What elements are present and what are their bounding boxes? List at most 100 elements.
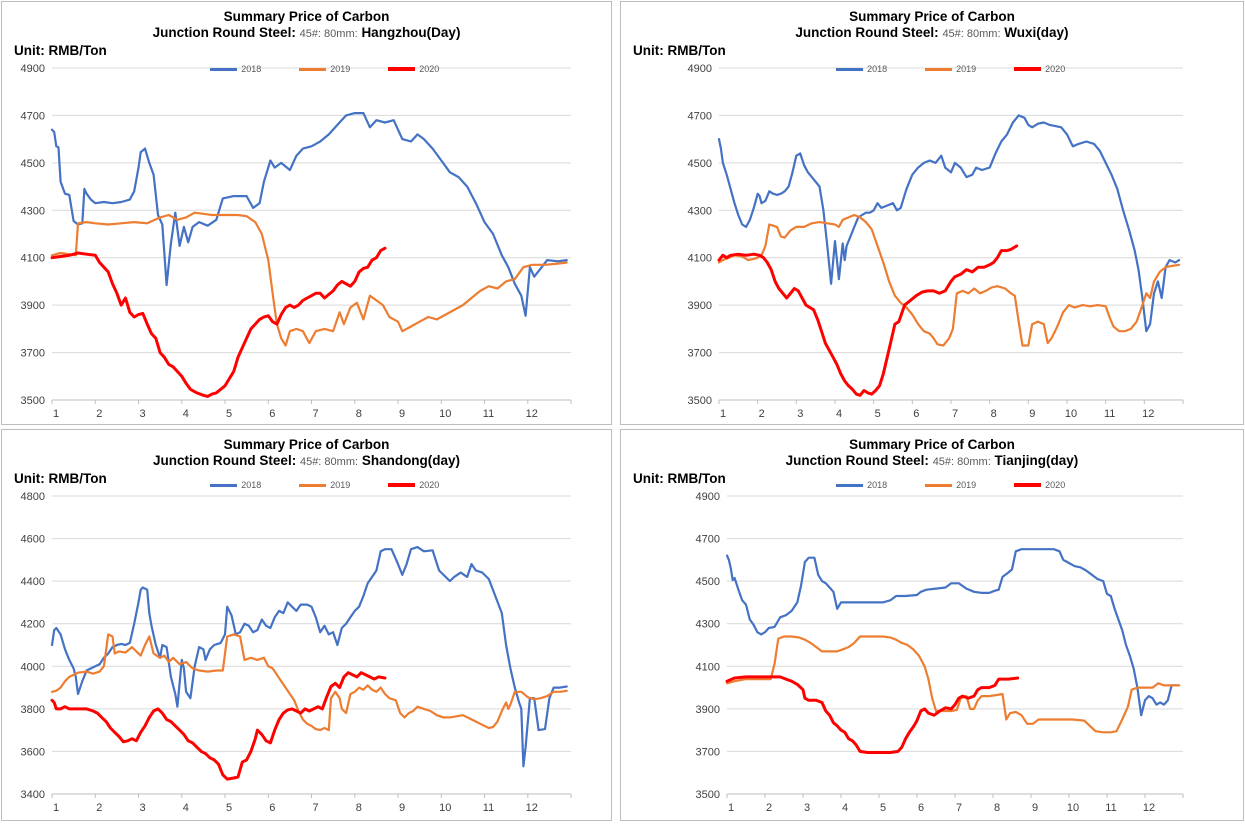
svg-text:6: 6 xyxy=(913,408,919,420)
svg-text:7: 7 xyxy=(312,802,318,814)
svg-text:4100: 4100 xyxy=(696,661,720,673)
legend-label-2020: 2020 xyxy=(419,64,440,74)
legend-item-2018: 2018 xyxy=(210,480,261,490)
legend: 2018 2019 2020 xyxy=(112,480,538,490)
legend-label-2019: 2019 xyxy=(330,64,351,74)
svg-text:4900: 4900 xyxy=(688,63,712,75)
svg-text:11: 11 xyxy=(1105,802,1116,814)
title-city: Tianjing(day) xyxy=(994,453,1079,468)
title-series-name: Junction Round Steel: xyxy=(785,453,929,468)
legend-item-2019: 2019 xyxy=(299,480,350,490)
legend-item-2018: 2018 xyxy=(836,480,887,490)
svg-text:4300: 4300 xyxy=(688,205,712,217)
legend-item-2020: 2020 xyxy=(388,64,439,74)
chart-title-line2: Junction Round Steel: 45#: 80mm: Tianjin… xyxy=(621,453,1243,470)
svg-text:4300: 4300 xyxy=(696,619,720,631)
svg-text:6: 6 xyxy=(918,802,924,814)
legend-swatch-2018 xyxy=(210,483,238,487)
svg-text:4700: 4700 xyxy=(696,534,720,546)
svg-text:5: 5 xyxy=(875,408,881,420)
legend-label-2018: 2018 xyxy=(241,480,262,490)
svg-text:2: 2 xyxy=(96,802,102,814)
svg-text:3500: 3500 xyxy=(696,789,720,801)
legend-swatch-2020 xyxy=(1014,67,1042,71)
svg-text:3800: 3800 xyxy=(21,704,45,716)
legend-swatch-2020 xyxy=(1014,483,1042,487)
svg-text:7: 7 xyxy=(956,802,962,814)
svg-text:6: 6 xyxy=(269,408,275,420)
svg-text:1: 1 xyxy=(53,802,59,814)
svg-text:1: 1 xyxy=(53,408,59,420)
chart-title-line1: Summary Price of Carbon xyxy=(849,9,1015,24)
svg-text:10: 10 xyxy=(439,408,451,420)
chart-title-line2: Junction Round Steel: 45#: 80mm: Wuxi(da… xyxy=(621,25,1243,42)
svg-text:6: 6 xyxy=(269,802,275,814)
title-city: Wuxi(day) xyxy=(1004,25,1069,40)
svg-text:4900: 4900 xyxy=(696,491,720,503)
svg-text:4500: 4500 xyxy=(696,576,720,588)
svg-text:4700: 4700 xyxy=(21,110,45,122)
svg-text:10: 10 xyxy=(1067,802,1079,814)
svg-text:4600: 4600 xyxy=(21,534,45,546)
svg-text:3500: 3500 xyxy=(688,395,712,407)
svg-text:12: 12 xyxy=(526,802,538,814)
title-series-name: Junction Round Steel: xyxy=(152,25,296,40)
legend-label-2018: 2018 xyxy=(867,480,888,490)
legend-swatch-2018 xyxy=(836,67,864,71)
svg-text:4500: 4500 xyxy=(688,158,712,170)
svg-text:4500: 4500 xyxy=(21,158,45,170)
svg-text:3400: 3400 xyxy=(21,789,45,801)
legend-label-2019: 2019 xyxy=(956,64,977,74)
chart-title-line1: Summary Price of Carbon xyxy=(849,437,1015,452)
legend-item-2019: 2019 xyxy=(299,64,350,74)
svg-text:4800: 4800 xyxy=(21,491,45,503)
legend-item-2018: 2018 xyxy=(210,64,261,74)
svg-text:9: 9 xyxy=(399,802,405,814)
unit-label: Unit: RMB/Ton xyxy=(14,471,107,486)
title-spec: 45#: 80mm: xyxy=(299,28,358,40)
svg-text:5: 5 xyxy=(226,802,232,814)
chart-title-line1: Summary Price of Carbon xyxy=(223,9,390,24)
svg-text:3: 3 xyxy=(139,802,145,814)
unit-label: Unit: RMB/Ton xyxy=(633,471,726,486)
svg-text:2: 2 xyxy=(759,408,765,420)
svg-text:3: 3 xyxy=(797,408,803,420)
svg-text:1: 1 xyxy=(720,408,726,420)
title-spec: 45#: 80mm: xyxy=(932,456,991,468)
unit-label: Unit: RMB/Ton xyxy=(633,43,726,58)
svg-text:4200: 4200 xyxy=(21,619,45,631)
svg-text:9: 9 xyxy=(1029,408,1035,420)
svg-text:2: 2 xyxy=(96,408,102,420)
legend-item-2020: 2020 xyxy=(1014,480,1065,490)
svg-text:3900: 3900 xyxy=(696,704,720,716)
legend-item-2019: 2019 xyxy=(925,480,976,490)
legend-label-2020: 2020 xyxy=(1045,480,1066,490)
svg-text:11: 11 xyxy=(483,408,494,420)
legend: 2018 2019 2020 xyxy=(733,480,1168,490)
title-spec: 45#: 80mm: xyxy=(299,456,359,468)
svg-text:8: 8 xyxy=(356,408,362,420)
svg-text:4: 4 xyxy=(836,408,842,420)
title-series-name: Junction Round Steel: xyxy=(152,453,297,468)
svg-text:3: 3 xyxy=(804,802,810,814)
svg-text:3900: 3900 xyxy=(21,300,45,312)
svg-text:3900: 3900 xyxy=(688,300,712,312)
svg-text:7: 7 xyxy=(952,408,958,420)
svg-text:4400: 4400 xyxy=(21,576,45,588)
legend-swatch-2019 xyxy=(299,483,327,487)
svg-text:3700: 3700 xyxy=(21,348,45,360)
svg-text:10: 10 xyxy=(439,802,451,814)
legend-label-2019: 2019 xyxy=(956,480,977,490)
legend-swatch-2019 xyxy=(299,67,327,71)
svg-text:2: 2 xyxy=(766,802,772,814)
svg-text:10: 10 xyxy=(1065,408,1077,420)
legend-swatch-2020 xyxy=(388,483,416,487)
svg-text:4: 4 xyxy=(183,408,189,420)
svg-text:3500: 3500 xyxy=(21,395,45,407)
svg-text:5: 5 xyxy=(880,802,886,814)
svg-text:7: 7 xyxy=(312,408,318,420)
